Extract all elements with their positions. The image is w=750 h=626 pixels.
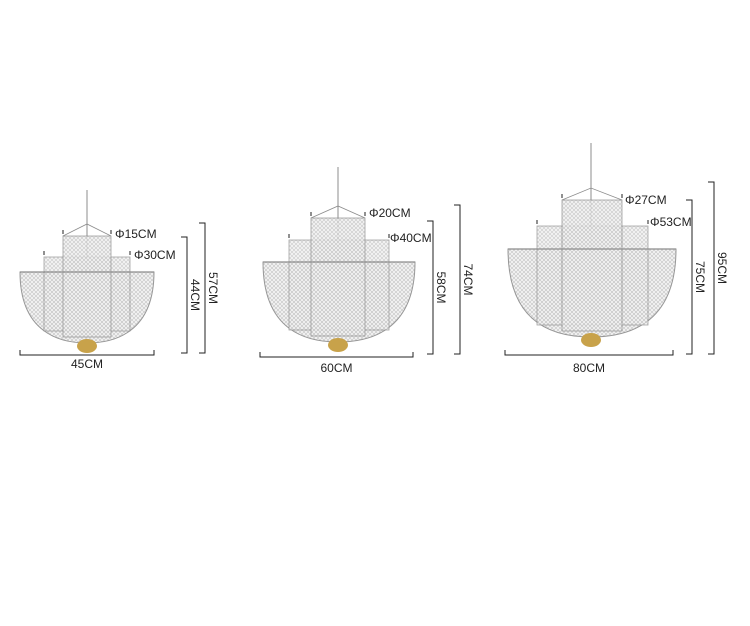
body-height-label: 58CM [434,271,448,303]
body-height-label: 75CM [693,261,707,293]
mid-diameter-label: Φ30CM [134,248,176,262]
mesh-top-cylinder [561,199,623,332]
body-height-dimension-line [181,236,188,354]
pendant-lamp-2: 60CM Φ20CM Φ40CM 58CM 74CM [259,167,475,375]
gold-cap [581,333,601,347]
pendant-lamp-1: 45CM Φ15CM Φ30CM 44CM 57CM [19,190,220,371]
diameter-tick [536,220,649,224]
width-label: 80CM [573,361,605,375]
width-label: 45CM [71,357,103,371]
width-dimension-line [504,350,674,356]
total-height-label: 57CM [206,272,220,304]
width-dimension-line [259,352,414,358]
diameter-tick [43,251,131,255]
gold-cap [328,338,348,352]
mesh-top-cylinder [310,217,366,337]
diameter-tick [310,212,366,216]
diameter-tick [288,234,390,238]
diameter-tick [561,194,623,198]
width-label: 60CM [320,361,352,375]
body-height-label: 44CM [188,279,202,311]
suspension-wires [561,187,623,201]
total-height-dimension-line [199,222,206,354]
body-height-dimension-line [686,199,693,355]
total-height-label: 74CM [461,263,475,295]
mid-diameter-label: Φ40CM [390,231,432,245]
pendant-lamp-3: 80CM Φ27CM Φ53CM 75CM 95CM [504,143,729,375]
top-diameter-label: Φ15CM [115,227,157,241]
width-dimension-line [19,350,155,356]
body-height-dimension-line [427,220,434,355]
total-height-label: 95CM [715,252,729,284]
gold-cap [77,339,97,353]
mid-diameter-label: Φ53CM [650,215,692,229]
suspension-wires [310,205,366,219]
suspension-wires [62,223,112,237]
top-diameter-label: Φ20CM [369,206,411,220]
mesh-top-cylinder [62,235,112,338]
total-height-dimension-line [454,204,461,355]
top-diameter-label: Φ27CM [625,193,667,207]
diameter-tick [62,230,112,234]
total-height-dimension-line [708,181,715,355]
